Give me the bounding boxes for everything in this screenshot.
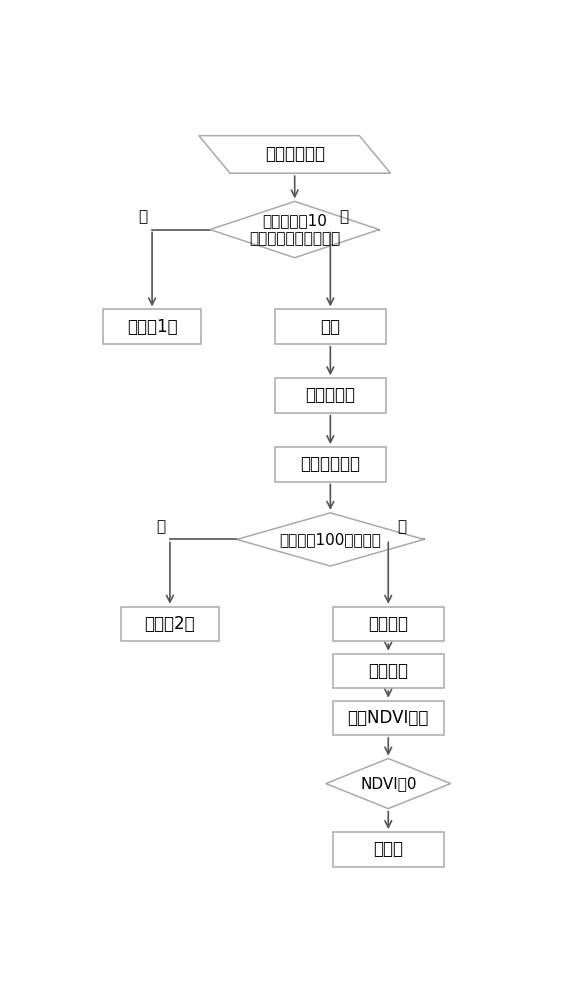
Bar	[275, 309, 386, 344]
Text: 湿度值大于10
（不同地区略有调整）: 湿度值大于10 （不同地区略有调整）	[249, 213, 340, 246]
Text: 湿度分量数据: 湿度分量数据	[264, 145, 325, 163]
Polygon shape	[326, 759, 451, 809]
Text: 裁切影像: 裁切影像	[368, 662, 408, 680]
Bar	[103, 309, 201, 344]
Text: 海域斑块: 海域斑块	[368, 615, 408, 633]
Text: 栅格转矢量: 栅格转矢量	[305, 386, 355, 404]
Polygon shape	[237, 513, 424, 566]
Bar	[275, 378, 386, 413]
Bar	[332, 832, 444, 867]
Text: NDVI＞0: NDVI＞0	[360, 776, 416, 791]
Text: 是: 是	[339, 210, 348, 225]
Text: 红树林: 红树林	[373, 840, 403, 858]
Bar	[275, 447, 386, 482]
Bar	[332, 654, 444, 688]
Text: 湿地: 湿地	[320, 318, 340, 336]
Polygon shape	[210, 201, 380, 258]
Text: 否: 否	[139, 210, 148, 225]
Text: 计算斑块面积: 计算斑块面积	[300, 455, 361, 473]
Text: 否: 否	[156, 519, 166, 534]
Bar	[121, 607, 219, 641]
Bar	[332, 701, 444, 735]
Text: 其它（1）: 其它（1）	[126, 318, 178, 336]
Polygon shape	[199, 136, 390, 173]
Text: 面积大于100平方公里: 面积大于100平方公里	[279, 532, 381, 547]
Text: 计算NDVI指数: 计算NDVI指数	[347, 709, 429, 727]
Text: 是: 是	[397, 519, 407, 534]
Text: 其它（2）: 其它（2）	[144, 615, 196, 633]
Bar	[332, 607, 444, 641]
